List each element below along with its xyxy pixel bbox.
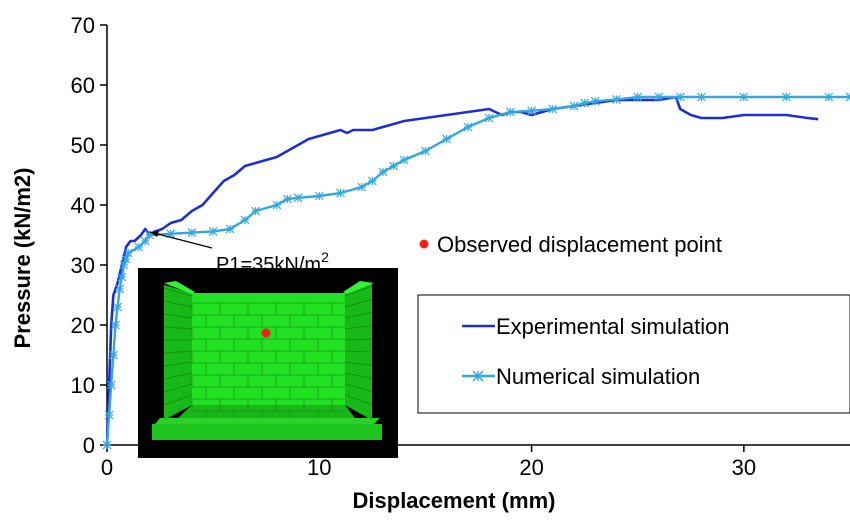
series-line-experimental — [105, 95, 819, 446]
x-tick-label: 10 — [307, 455, 331, 480]
data-point-numerical — [115, 284, 125, 294]
data-point-numerical — [675, 92, 685, 102]
p1-label: P1=35kN/m2 — [216, 249, 329, 276]
data-point-numerical — [569, 101, 579, 111]
data-point-numerical — [113, 302, 123, 312]
data-point-numerical — [104, 410, 114, 420]
data-point-numerical — [251, 206, 261, 216]
y-tick-label: 70 — [71, 13, 95, 38]
data-point-numerical — [654, 92, 664, 102]
data-point-numerical — [421, 146, 430, 156]
data-point-numerical — [111, 320, 120, 330]
y-tick-label: 40 — [71, 193, 95, 218]
y-tick-label: 20 — [71, 313, 95, 338]
data-point-numerical — [463, 122, 473, 132]
inset-brick-pattern — [163, 285, 373, 418]
p1-arrow-line — [149, 231, 213, 249]
data-point-numerical — [123, 248, 133, 258]
observed-point-marker — [261, 328, 271, 338]
y-tick-label: 10 — [71, 373, 95, 398]
data-point-numerical — [140, 236, 150, 246]
data-point-numerical — [187, 228, 197, 238]
y-axis-ticks: 0 10 20 30 40 50 60 70 — [71, 13, 107, 458]
y-axis-title: Pressure (kN/m2) — [10, 168, 35, 349]
data-point-numerical — [119, 260, 129, 270]
inset-left-wall-top — [164, 281, 195, 294]
x-axis-ticks: 0 10 20 30 — [101, 445, 756, 480]
y-tick-label: 60 — [71, 73, 95, 98]
legend-marker-numerical — [472, 370, 484, 382]
data-point-numerical — [272, 200, 282, 210]
data-point-numerical — [548, 104, 558, 114]
x-axis-title: Displacement (mm) — [353, 488, 556, 513]
data-point-numerical — [314, 191, 324, 201]
observed-note-text: Observed displacement point — [437, 232, 722, 257]
data-point-numerical — [389, 161, 399, 171]
data-point-numerical — [117, 272, 127, 282]
series-layer — [102, 92, 850, 450]
inset-back-wall — [192, 293, 345, 418]
legend: Experimental simulation Numerical simula… — [417, 294, 850, 414]
inset-right-wall-top — [343, 281, 374, 294]
inset-floor — [178, 405, 355, 418]
data-point-numerical — [739, 92, 749, 102]
wall-model-inset — [138, 268, 398, 458]
observed-note-dot — [419, 239, 429, 249]
data-point-numerical — [505, 107, 515, 117]
data-point-numerical — [102, 440, 112, 450]
x-tick-label: 0 — [101, 455, 113, 480]
data-point-numerical — [367, 176, 377, 186]
p1-annotation: P1=35kN/m2 — [149, 231, 329, 276]
data-point-numerical — [378, 167, 388, 177]
data-point-numerical — [225, 224, 235, 234]
data-point-numerical — [399, 155, 409, 165]
data-point-numerical — [336, 188, 345, 198]
x-tick-label: 20 — [519, 455, 543, 480]
inset-base-front — [152, 424, 382, 440]
data-point-numerical — [283, 194, 292, 204]
legend-label-experimental: Experimental simulation — [496, 314, 730, 339]
data-point-numerical — [108, 350, 118, 360]
data-point-numerical — [824, 92, 834, 102]
data-point-numerical — [696, 92, 706, 102]
data-point-numerical — [633, 92, 643, 102]
y-tick-label: 0 — [83, 433, 95, 458]
data-point-numerical — [106, 380, 116, 390]
x-tick-label: 30 — [732, 455, 756, 480]
data-point-numerical — [484, 113, 494, 123]
data-point-numerical — [580, 98, 590, 108]
data-point-numerical — [527, 106, 536, 116]
y-tick-label: 50 — [71, 133, 95, 158]
observed-point-note: Observed displacement point — [419, 232, 722, 257]
data-point-numerical — [240, 215, 250, 225]
data-point-numerical — [442, 134, 452, 144]
data-point-numerical — [208, 226, 218, 236]
data-point-numerical — [357, 182, 367, 192]
data-point-numerical — [781, 92, 791, 102]
data-point-numerical — [845, 92, 850, 102]
y-tick-label: 30 — [71, 253, 95, 278]
data-point-numerical — [590, 96, 600, 106]
data-point-numerical — [612, 94, 621, 104]
data-point-numerical — [293, 193, 303, 203]
legend-box — [417, 294, 850, 414]
legend-label-numerical: Numerical simulation — [496, 364, 700, 389]
data-point-numerical — [121, 254, 131, 264]
p1-arrowhead — [150, 231, 159, 237]
